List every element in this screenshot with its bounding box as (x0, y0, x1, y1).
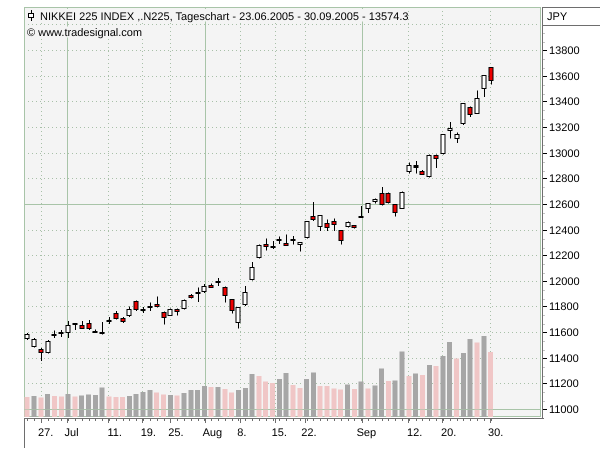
svg-text:20.: 20. (441, 427, 456, 439)
svg-text:15.: 15. (272, 427, 287, 439)
svg-text:11600: 11600 (549, 327, 579, 339)
svg-text:11.: 11. (108, 427, 122, 439)
svg-text:13000: 13000 (549, 148, 580, 160)
svg-text:Aug: Aug (203, 427, 223, 439)
svg-text:13400: 13400 (549, 96, 580, 108)
svg-text:27.: 27. (38, 427, 53, 439)
svg-text:30.: 30. (488, 427, 503, 439)
svg-text:Jul: Jul (65, 427, 79, 439)
svg-text:12400: 12400 (549, 225, 580, 237)
svg-text:11000: 11000 (549, 404, 579, 416)
svg-text:11800: 11800 (549, 301, 579, 313)
svg-text:12.: 12. (407, 427, 422, 439)
svg-text:8.: 8. (237, 427, 246, 439)
svg-text:12600: 12600 (549, 199, 580, 211)
svg-text:12000: 12000 (549, 276, 580, 288)
svg-text:12200: 12200 (549, 250, 580, 262)
svg-text:NIKKEI 225 INDEX ,.N225, Tages: NIKKEI 225 INDEX ,.N225, Tageschart - 23… (40, 11, 409, 23)
svg-text:13200: 13200 (549, 122, 580, 134)
svg-text:JPY: JPY (547, 11, 568, 23)
svg-text:Sep: Sep (357, 427, 377, 439)
svg-text:11400: 11400 (549, 353, 579, 365)
svg-text:© www.tradesignal.com: © www.tradesignal.com (27, 27, 142, 39)
svg-text:11200: 11200 (549, 378, 579, 390)
svg-text:13800: 13800 (549, 45, 580, 57)
svg-text:22.: 22. (301, 427, 316, 439)
svg-text:13600: 13600 (549, 71, 580, 83)
svg-text:25.: 25. (168, 427, 183, 439)
svg-text:12800: 12800 (549, 173, 580, 185)
svg-text:19.: 19. (141, 427, 156, 439)
